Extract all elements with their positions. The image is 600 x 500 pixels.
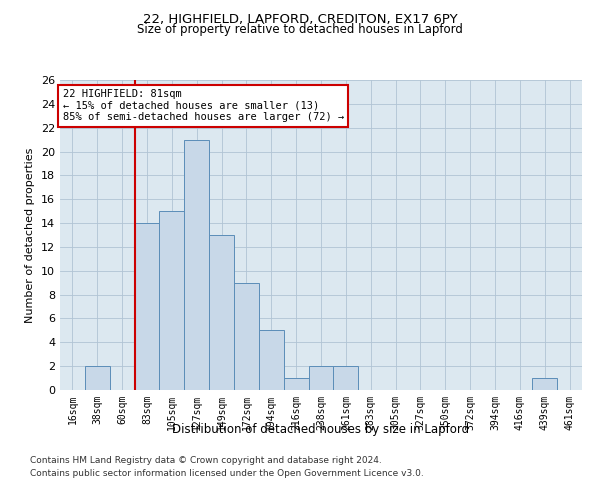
- Text: 22, HIGHFIELD, LAPFORD, CREDITON, EX17 6PY: 22, HIGHFIELD, LAPFORD, CREDITON, EX17 6…: [143, 12, 457, 26]
- Bar: [160, 211, 184, 390]
- Bar: [284, 378, 308, 390]
- Y-axis label: Number of detached properties: Number of detached properties: [25, 148, 35, 322]
- Text: Distribution of detached houses by size in Lapford: Distribution of detached houses by size …: [172, 422, 470, 436]
- Bar: [234, 282, 259, 390]
- Text: 22 HIGHFIELD: 81sqm
← 15% of detached houses are smaller (13)
85% of semi-detach: 22 HIGHFIELD: 81sqm ← 15% of detached ho…: [62, 90, 344, 122]
- Text: Size of property relative to detached houses in Lapford: Size of property relative to detached ho…: [137, 22, 463, 36]
- Text: Contains public sector information licensed under the Open Government Licence v3: Contains public sector information licen…: [30, 468, 424, 477]
- Bar: [209, 235, 234, 390]
- Bar: [85, 366, 110, 390]
- Bar: [184, 140, 209, 390]
- Bar: [134, 223, 160, 390]
- Bar: [532, 378, 557, 390]
- Text: Contains HM Land Registry data © Crown copyright and database right 2024.: Contains HM Land Registry data © Crown c…: [30, 456, 382, 465]
- Bar: [259, 330, 284, 390]
- Bar: [334, 366, 358, 390]
- Bar: [308, 366, 334, 390]
